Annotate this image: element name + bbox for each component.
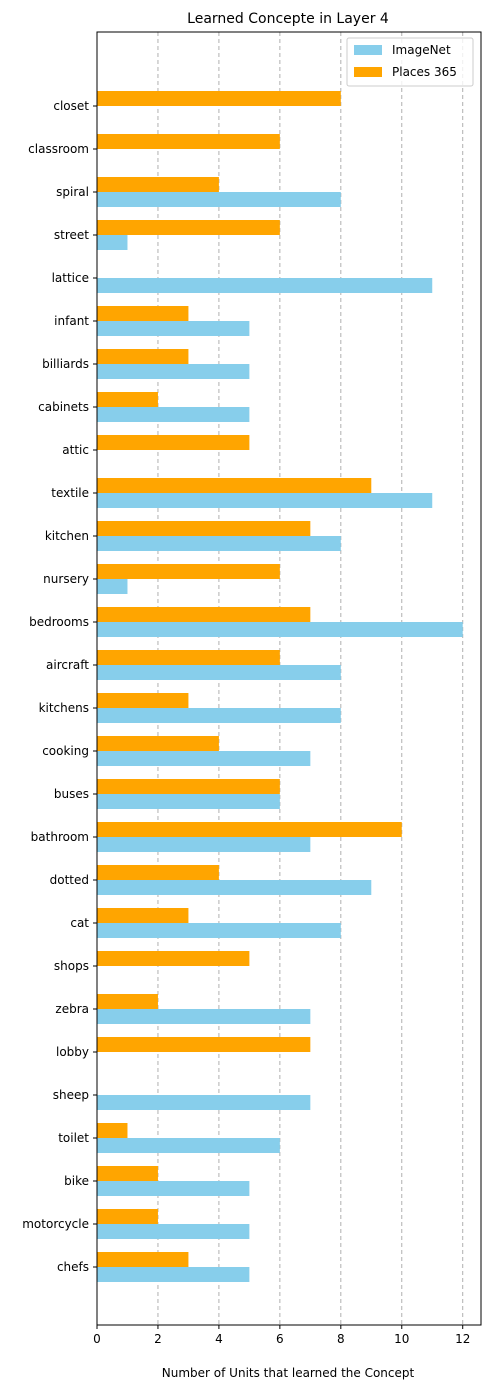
- bar-places365-billiards: [97, 349, 189, 364]
- bar-places365-dotted: [97, 865, 219, 880]
- bar-imagenet-spiral: [97, 192, 341, 207]
- bar-places365-infant: [97, 306, 189, 321]
- bar-imagenet-zebra: [97, 1009, 311, 1024]
- x-tick-label: 12: [455, 1332, 470, 1346]
- y-tick-label-dotted: dotted: [50, 873, 89, 887]
- bar-imagenet-bathroom: [97, 837, 311, 852]
- y-tick-label-zebra: zebra: [55, 1002, 89, 1016]
- y-tick-label-classroom: classroom: [28, 142, 89, 156]
- bar-imagenet-street: [97, 235, 128, 250]
- bar-places365-closet: [97, 91, 341, 106]
- y-tick-label-nursery: nursery: [43, 572, 89, 586]
- x-tick-label: 4: [215, 1332, 223, 1346]
- bar-places365-shops: [97, 951, 250, 966]
- bar-places365-classroom: [97, 134, 280, 149]
- x-tick-label: 2: [154, 1332, 162, 1346]
- legend-swatch-imagenet: [354, 45, 382, 55]
- bar-imagenet-aircraft: [97, 665, 341, 680]
- bar-places365-cat: [97, 908, 189, 923]
- y-tick-label-street: street: [54, 228, 89, 242]
- bar-imagenet-buses: [97, 794, 280, 809]
- y-tick-label-aircraft: aircraft: [46, 658, 89, 672]
- y-tick-label-cooking: cooking: [42, 744, 89, 758]
- bar-places365-chefs: [97, 1252, 189, 1267]
- y-tick-label-textile: textile: [51, 486, 89, 500]
- y-tick-label-kitchens: kitchens: [39, 701, 89, 715]
- bar-imagenet-kitchens: [97, 708, 341, 723]
- y-tick-label-kitchen: kitchen: [45, 529, 89, 543]
- bar-places365-motorcycle: [97, 1209, 158, 1224]
- bar-imagenet-lattice: [97, 278, 433, 293]
- bar-places365-cabinets: [97, 392, 158, 407]
- y-tick-label-chefs: chefs: [57, 1260, 89, 1274]
- legend: ImageNet Places 365: [346, 37, 474, 87]
- bar-imagenet-cooking: [97, 751, 311, 766]
- bar-imagenet-cabinets: [97, 407, 250, 422]
- bar-imagenet-infant: [97, 321, 250, 336]
- y-tick-label-buses: buses: [54, 787, 89, 801]
- bar-imagenet-bike: [97, 1181, 250, 1196]
- bar-places365-toilet: [97, 1123, 128, 1138]
- x-tick-label: 0: [93, 1332, 101, 1346]
- bar-imagenet-toilet: [97, 1138, 280, 1153]
- bar-places365-aircraft: [97, 650, 280, 665]
- bar-imagenet-motorcycle: [97, 1224, 250, 1239]
- bar-places365-zebra: [97, 994, 158, 1009]
- legend-label-places365: Places 365: [392, 65, 457, 79]
- bar-places365-nursery: [97, 564, 280, 579]
- y-tick-label-spiral: spiral: [56, 185, 89, 199]
- y-tick-label-cabinets: cabinets: [38, 400, 89, 414]
- bar-imagenet-nursery: [97, 579, 128, 594]
- y-tick-label-closet: closet: [53, 99, 89, 113]
- bar-places365-street: [97, 220, 280, 235]
- bar-places365-textile: [97, 478, 372, 493]
- y-tick-label-billiards: billiards: [42, 357, 89, 371]
- bar-places365-lobby: [97, 1037, 311, 1052]
- x-tick-label: 6: [276, 1332, 284, 1346]
- y-tick-label-motorcycle: motorcycle: [22, 1217, 89, 1231]
- y-tick-label-bathroom: bathroom: [31, 830, 89, 844]
- bar-places365-bike: [97, 1166, 158, 1181]
- bar-imagenet-cat: [97, 923, 341, 938]
- y-tick-label-bedrooms: bedrooms: [29, 615, 89, 629]
- bar-places365-buses: [97, 779, 280, 794]
- bars: [97, 91, 463, 1282]
- legend-swatch-places365: [354, 67, 382, 77]
- x-axis-ticks: 0 2 4 6 8 10 12: [93, 1325, 470, 1346]
- bar-places365-bedrooms: [97, 607, 311, 622]
- bar-imagenet-billiards: [97, 364, 250, 379]
- bar-imagenet-kitchen: [97, 536, 341, 551]
- y-tick-label-sheep: sheep: [53, 1088, 89, 1102]
- bar-places365-kitchens: [97, 693, 189, 708]
- y-tick-label-lattice: lattice: [52, 271, 89, 285]
- plot-frame: [96, 31, 482, 1326]
- y-tick-label-attic: attic: [62, 443, 89, 457]
- bar-places365-bathroom: [97, 822, 402, 837]
- bar-places365-attic: [97, 435, 250, 450]
- bar-imagenet-bedrooms: [97, 622, 463, 637]
- legend-label-imagenet: ImageNet: [392, 43, 451, 57]
- x-tick-label: 10: [394, 1332, 409, 1346]
- y-tick-label-lobby: lobby: [56, 1045, 89, 1059]
- chart-title: Learned Concepte in Layer 4: [187, 11, 389, 27]
- bar-imagenet-dotted: [97, 880, 372, 895]
- y-tick-label-toilet: toilet: [58, 1131, 89, 1145]
- y-tick-label-bike: bike: [64, 1174, 89, 1188]
- bar-imagenet-sheep: [97, 1095, 311, 1110]
- bar-imagenet-chefs: [97, 1267, 250, 1282]
- bar-places365-cooking: [97, 736, 219, 751]
- y-tick-label-cat: cat: [70, 916, 89, 930]
- x-axis-label: Number of Units that learned the Concept: [162, 1366, 415, 1380]
- y-tick-label-infant: infant: [54, 314, 89, 328]
- bar-places365-spiral: [97, 177, 219, 192]
- bar-places365-kitchen: [97, 521, 311, 536]
- y-tick-label-shops: shops: [54, 959, 89, 973]
- bar-imagenet-textile: [97, 493, 433, 508]
- x-tick-label: 8: [337, 1332, 345, 1346]
- y-axis-ticks: closet classroom spiral street lattice infant…: [22, 99, 97, 1274]
